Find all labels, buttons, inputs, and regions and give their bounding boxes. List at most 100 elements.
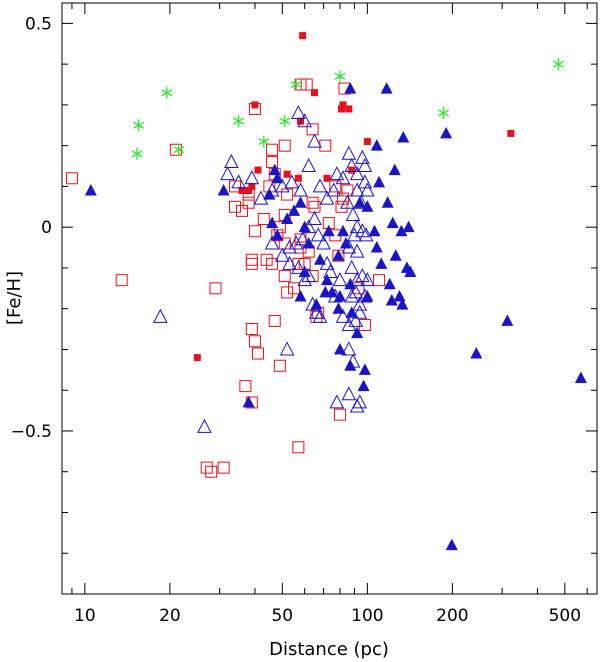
open-triangle-marker — [323, 263, 338, 279]
filled-triangle-marker — [271, 171, 284, 184]
open-triangle-marker — [312, 308, 328, 323]
open-triangle-marker — [279, 341, 295, 356]
filled-triangle-marker — [395, 224, 408, 237]
filled-triangle-marker — [389, 249, 402, 261]
open-square-marker — [242, 188, 255, 201]
filled-triangle-marker — [344, 82, 357, 94]
open-square-marker — [278, 139, 291, 152]
filled-triangle-marker — [445, 538, 458, 551]
filled-triangle-marker — [339, 236, 352, 249]
open-triangle-marker — [301, 267, 317, 283]
open-square-marker — [266, 257, 279, 270]
filled-triangle-marker — [217, 183, 230, 196]
open-triangle-marker — [326, 182, 342, 197]
asterisk-marker — [334, 70, 346, 83]
open-triangle-marker — [282, 255, 297, 270]
open-triangle-marker — [352, 304, 368, 319]
filled-triangle-marker — [314, 253, 327, 265]
open-square-marker — [273, 359, 286, 372]
open-triangle-marker — [335, 170, 351, 185]
open-square-marker — [266, 143, 279, 156]
filled-triangle-marker — [344, 277, 357, 290]
open-triangle-marker — [197, 418, 212, 433]
open-triangle-marker — [288, 235, 304, 250]
filled-triangle-marker — [271, 228, 284, 241]
open-triangle-marker — [345, 206, 361, 221]
filled-triangle-marker — [288, 204, 301, 216]
filled-triangle-marker — [321, 273, 334, 286]
open-triangle-marker — [341, 316, 357, 331]
filled-triangle-marker — [470, 347, 483, 359]
open-triangle-marker — [282, 239, 297, 254]
x-tick-label: 100 — [351, 606, 383, 626]
filled-triangle-marker — [370, 139, 383, 151]
open-squares-series — [65, 78, 386, 478]
filled-square-marker — [339, 101, 347, 109]
filled-square-marker — [193, 354, 201, 362]
open-square-marker — [268, 314, 281, 327]
open-triangle-marker — [301, 219, 317, 234]
open-square-marker — [288, 282, 301, 295]
filled-triangle-marker — [302, 236, 315, 249]
filled-triangle-marker — [404, 265, 417, 278]
filled-square-marker — [338, 105, 346, 113]
filled-triangle-marker — [351, 326, 364, 339]
filled-triangle-marker — [345, 306, 358, 318]
filled-triangle-marker — [357, 379, 370, 392]
x-tick-label: 200 — [436, 606, 468, 626]
open-triangle-marker — [358, 227, 374, 242]
filled-triangle-marker — [501, 314, 514, 326]
y-tick-label: 0.5 — [25, 14, 52, 34]
filled-square-marker — [254, 166, 262, 174]
open-square-marker — [306, 123, 319, 136]
open-triangle-marker — [347, 227, 362, 242]
filled-triangle-marker — [361, 200, 374, 212]
open-triangle-marker — [220, 166, 235, 181]
open-triangle-marker — [349, 272, 365, 287]
filled-triangle-marker — [358, 363, 371, 375]
filled-square-marker — [348, 166, 356, 174]
open-triangle-marker — [231, 174, 246, 189]
open-triangle-marker — [264, 182, 280, 197]
open-square-marker — [335, 200, 348, 213]
filled-triangle-marker — [332, 249, 345, 261]
open-square-marker — [229, 180, 242, 193]
filled-square-marker — [507, 129, 515, 137]
data-points — [65, 32, 587, 551]
asterisk-marker — [258, 135, 270, 148]
filled-triangle-marker — [574, 371, 587, 383]
filled-triangle-marker — [388, 163, 401, 176]
open-square-marker — [292, 441, 305, 454]
filled-triangle-marker — [266, 216, 279, 229]
open-square-marker — [266, 155, 279, 168]
open-triangle-marker — [291, 104, 306, 120]
open-square-marker — [65, 172, 78, 185]
open-triangle-marker — [316, 235, 331, 250]
open-square-marker — [251, 347, 264, 360]
filled-triangle-marker — [333, 342, 346, 355]
filled-square-marker — [294, 174, 302, 182]
open-triangle-marker — [341, 145, 357, 160]
filled-triangles-series — [84, 82, 587, 551]
open-triangle-marker — [344, 259, 359, 274]
open-triangle-marker — [253, 190, 269, 205]
open-triangle-marker — [344, 288, 359, 303]
filled-triangle-marker — [333, 289, 346, 302]
open-triangle-marker — [349, 398, 365, 413]
open-square-marker — [169, 143, 182, 156]
filled-triangle-marker — [242, 395, 255, 408]
open-triangle-marker — [329, 394, 345, 409]
open-triangle-marker — [274, 178, 290, 193]
filled-triangle-marker — [385, 294, 398, 306]
open-triangle-marker — [341, 341, 357, 356]
filled-triangle-marker — [381, 196, 394, 208]
open-triangle-marker — [352, 394, 368, 409]
open-triangle-marker — [349, 182, 365, 197]
filled-triangle-marker — [383, 277, 396, 290]
y-tick-label: −0.5 — [11, 422, 52, 442]
open-square-marker — [209, 282, 222, 295]
filled-triangle-marker — [263, 188, 276, 200]
filled-triangle-marker — [380, 82, 393, 94]
open-triangle-marker — [349, 243, 365, 258]
open-square-marker — [242, 196, 255, 209]
